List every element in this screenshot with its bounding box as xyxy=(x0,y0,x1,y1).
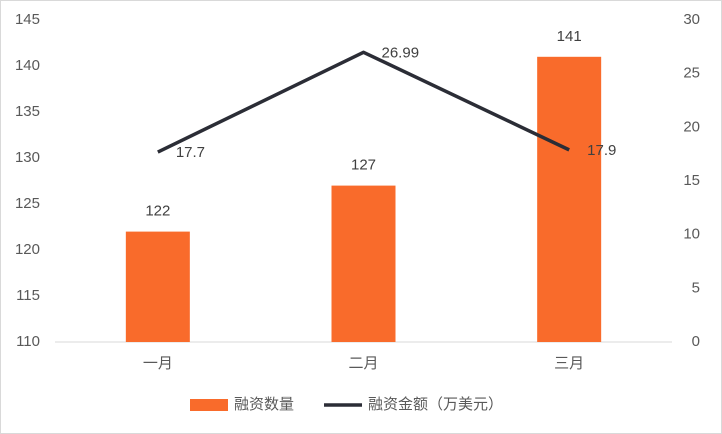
y-tick-label: 140 xyxy=(15,57,40,74)
y2-tick-label: 5 xyxy=(692,279,700,296)
y2-tick-label: 30 xyxy=(683,11,700,28)
y2-tick-label: 0 xyxy=(692,333,700,350)
bar-value-label: 122 xyxy=(145,203,170,220)
x-tick-label: 一月 xyxy=(143,355,173,372)
x-tick-label: 二月 xyxy=(348,355,378,372)
bar xyxy=(537,56,602,343)
bar-value-label: 141 xyxy=(557,28,582,45)
bar-value-label: 127 xyxy=(351,157,376,174)
y2-tick-label: 15 xyxy=(683,172,700,189)
legend-swatch xyxy=(190,399,228,411)
line-value-label: 17.7 xyxy=(176,144,205,161)
y2-tick-label: 20 xyxy=(683,118,700,135)
line-value-label: 17.9 xyxy=(587,142,616,159)
y-tick-label: 125 xyxy=(15,195,40,212)
y-tick-label: 135 xyxy=(15,103,40,120)
y-tick-label: 115 xyxy=(16,287,40,304)
y2-tick-label: 25 xyxy=(683,65,700,82)
y2-tick-label: 10 xyxy=(683,226,700,243)
y-tick-label: 130 xyxy=(15,149,40,166)
legend-label: 融资数量 xyxy=(234,396,294,413)
bar xyxy=(331,185,396,342)
bar xyxy=(125,231,190,342)
x-tick-label: 三月 xyxy=(554,355,584,372)
y-tick-label: 120 xyxy=(15,241,40,258)
y-tick-label: 110 xyxy=(16,333,40,350)
legend-label: 融资金额（万美元） xyxy=(368,396,503,413)
line xyxy=(157,50,570,154)
line-value-label: 26.99 xyxy=(382,44,420,61)
y-tick-label: 145 xyxy=(15,11,40,28)
